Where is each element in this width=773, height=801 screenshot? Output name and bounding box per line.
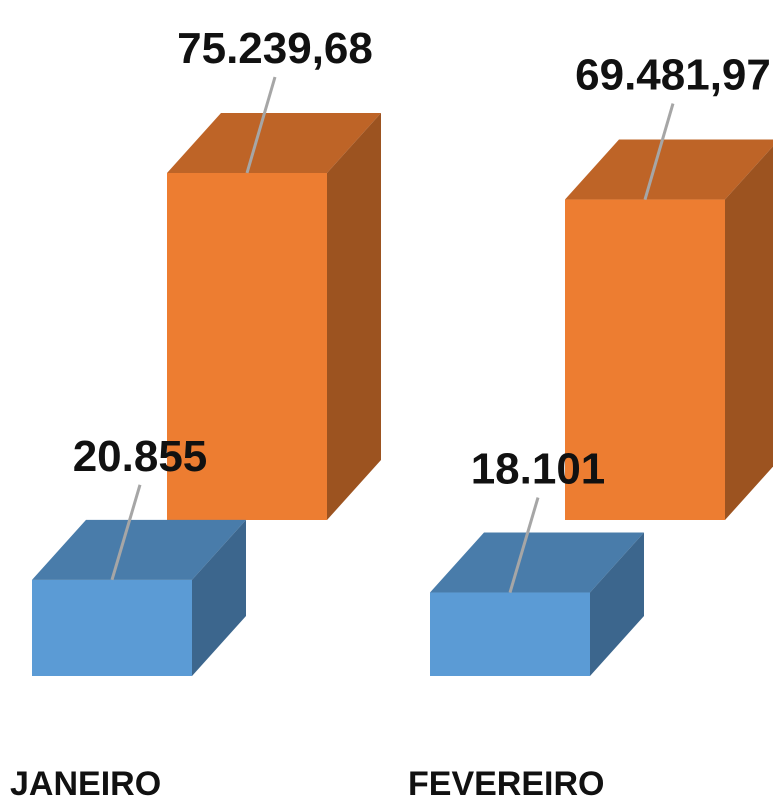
bar-front-janeiro-top bbox=[32, 519, 246, 580]
data-label-rear-janeiro: 75.239,68 bbox=[177, 24, 373, 73]
bar-front-fevereiro-top bbox=[430, 532, 644, 593]
data-label-front-fevereiro-leader bbox=[508, 497, 540, 593]
category-label-janeiro: JANEIRO bbox=[10, 765, 161, 801]
bar-rear-janeiro-top bbox=[167, 113, 381, 173]
bar-front-janeiro-front bbox=[32, 579, 192, 676]
bar-front-fevereiro-front bbox=[430, 592, 590, 676]
data-label-front-fevereiro: 18.101 bbox=[471, 445, 606, 494]
data-label-front-janeiro: 20.855 bbox=[73, 432, 208, 481]
data-label-rear-fevereiro: 69.481,97 bbox=[575, 51, 771, 100]
bar-rear-janeiro-side bbox=[327, 113, 381, 520]
bar-front-janeiro-side bbox=[192, 519, 246, 676]
category-label-fevereiro: FEVEREIRO bbox=[408, 765, 604, 801]
bar-rear-janeiro-front bbox=[167, 173, 327, 520]
data-label-rear-janeiro-leader bbox=[245, 76, 277, 174]
data-label-front-janeiro-leader bbox=[110, 484, 142, 581]
data-label-rear-fevereiro-leader bbox=[643, 103, 675, 200]
bar-front-fevereiro-side bbox=[590, 532, 644, 676]
bar-rear-fevereiro-top bbox=[565, 139, 773, 200]
bar-rear-fevereiro-side bbox=[725, 146, 773, 520]
bar-rear-fevereiro-front bbox=[565, 199, 725, 520]
